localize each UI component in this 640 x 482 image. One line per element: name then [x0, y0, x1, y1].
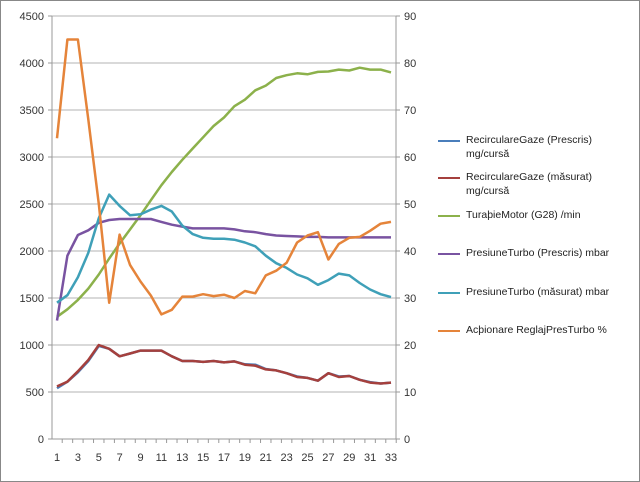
legend-label: RecirculareGaze (Prescris) mg/cursă	[466, 134, 593, 160]
y-tick-label: 4000	[20, 58, 44, 70]
x-tick-label: 25	[301, 452, 313, 464]
x-tick-label: 31	[364, 452, 376, 464]
y2-tick-label: 80	[404, 58, 416, 70]
x-tick-label: 17	[218, 452, 230, 464]
y-tick-label: 2500	[20, 199, 44, 211]
y-tick-label: 500	[26, 387, 44, 399]
x-tick-label: 3	[75, 452, 81, 464]
x-tick-label: 5	[96, 452, 102, 464]
x-tick-label: 13	[176, 452, 188, 464]
legend-swatch	[438, 215, 460, 217]
x-tick-label: 15	[197, 452, 209, 464]
series-line-4	[56, 193, 392, 304]
y-tick-label: 0	[38, 434, 44, 446]
legend-swatch	[438, 177, 460, 179]
x-tick-label: 27	[322, 452, 334, 464]
y-tick-label: 4500	[20, 11, 44, 23]
y2-tick-label: 40	[404, 246, 416, 258]
legend-label: TuraþieMotor (G28) /min	[466, 209, 581, 221]
x-tick-label: 21	[260, 452, 272, 464]
x-tick-label: 29	[343, 452, 355, 464]
legend-label: Acþionare ReglajPresTurbo %	[466, 324, 607, 336]
legend-label: PresiuneTurbo (măsurat) mbar	[466, 286, 610, 298]
y2-tick-label: 70	[404, 105, 416, 117]
y2-tick-label: 60	[404, 152, 416, 164]
legend-label: PresiuneTurbo (Prescris) mbar	[466, 247, 610, 259]
y-tick-label: 3000	[20, 152, 44, 164]
x-tick-label: 19	[239, 452, 251, 464]
y2-tick-label: 90	[404, 11, 416, 23]
y2-tick-label: 0	[404, 434, 410, 446]
y-tick-label: 1500	[20, 293, 44, 305]
series-line-1	[56, 343, 392, 388]
legend-swatch	[438, 253, 460, 255]
series-line-2	[56, 66, 392, 318]
series-line-0	[56, 344, 392, 390]
y-tick-label: 3500	[20, 105, 44, 117]
x-tick-label: 9	[137, 452, 143, 464]
legend-swatch	[438, 292, 460, 294]
x-tick-label: 7	[117, 452, 123, 464]
x-tick-label: 11	[156, 452, 167, 464]
x-tick-label: 23	[281, 452, 293, 464]
y2-tick-label: 50	[404, 199, 416, 211]
y-tick-label: 1000	[20, 340, 44, 352]
series-line-5	[55, 38, 392, 316]
x-tick-label: 33	[385, 452, 397, 464]
y-tick-label: 2000	[20, 246, 44, 258]
legend-swatch	[438, 140, 460, 142]
y2-tick-label: 20	[404, 340, 416, 352]
x-tick-label: 1	[54, 452, 60, 464]
series-line-3	[55, 217, 391, 321]
legend-swatch	[438, 330, 460, 332]
y2-tick-label: 30	[404, 293, 416, 305]
legend-label: RecirculareGaze (măsurat) mg/cursă	[466, 171, 593, 197]
y2-tick-label: 10	[404, 387, 416, 399]
